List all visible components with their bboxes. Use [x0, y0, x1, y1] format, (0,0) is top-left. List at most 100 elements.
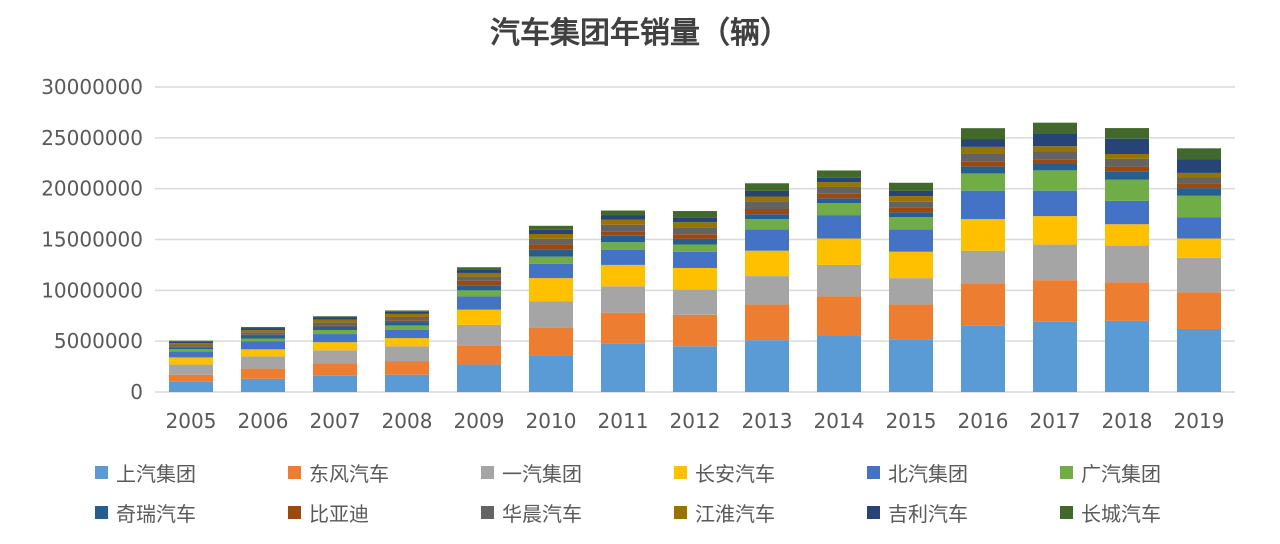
- bar-segment: [889, 339, 933, 392]
- bar-segment: [745, 304, 789, 341]
- bar-segment: [889, 212, 933, 218]
- bar-segment: [1177, 292, 1221, 329]
- bar-segment: [169, 349, 213, 352]
- bar-segment: [529, 229, 573, 235]
- bar-segment: [529, 256, 573, 264]
- bar-segment: [889, 196, 933, 202]
- bar-segment: [241, 335, 285, 339]
- bar-segment: [673, 267, 717, 290]
- bar-segment: [961, 283, 1005, 326]
- bar-segment: [745, 214, 789, 220]
- legend-label: 一汽集团: [502, 461, 582, 486]
- bar-segment: [601, 249, 645, 265]
- y-tick-label: 5000000: [54, 329, 143, 353]
- bar-segment: [961, 250, 1005, 284]
- bar-segment: [241, 356, 285, 369]
- legend-swatch: [867, 505, 880, 519]
- y-tick-label: 15000000: [41, 228, 143, 252]
- bar-segment: [1177, 172, 1221, 178]
- bar-segment: [529, 355, 573, 392]
- bar-segment: [745, 276, 789, 305]
- bar-segment: [169, 340, 213, 342]
- bar-segment: [1105, 282, 1149, 321]
- bar-segment: [457, 324, 501, 346]
- bar-segment: [889, 304, 933, 340]
- legend-swatch: [1060, 465, 1073, 479]
- legend-swatch: [481, 505, 494, 519]
- bar-segment: [313, 322, 357, 326]
- bar-segment: [1177, 257, 1221, 293]
- bar-segment: [673, 289, 717, 315]
- bar-segment: [385, 313, 429, 317]
- bar-segment: [673, 234, 717, 239]
- bar-segment: [1177, 159, 1221, 173]
- bar-segment: [457, 296, 501, 310]
- x-tick-label: 2015: [886, 409, 937, 433]
- bar-segment: [385, 325, 429, 330]
- bar-segment: [817, 170, 861, 178]
- bar-segment: [1105, 158, 1149, 167]
- bar-segment: [529, 249, 573, 257]
- bar-segment: [241, 338, 285, 342]
- legend-label: 比亚迪: [309, 501, 369, 526]
- x-tick-label: 2013: [742, 409, 793, 433]
- legend-label: 上汽集团: [116, 461, 196, 486]
- bar-segment: [745, 340, 789, 392]
- bar-segment: [1105, 320, 1149, 392]
- bar-segment: [745, 229, 789, 251]
- bar-segment: [745, 201, 789, 209]
- bar-segment: [1177, 148, 1221, 160]
- bar-segment: [457, 280, 501, 286]
- bar-segment: [385, 316, 429, 321]
- bar-segment: [241, 330, 285, 333]
- bar-segment: [529, 234, 573, 239]
- x-tick-label: 2007: [310, 409, 361, 433]
- bar-segment: [673, 251, 717, 268]
- bar-segment: [889, 229, 933, 252]
- bar-segment: [313, 342, 357, 351]
- bar-segment: [241, 349, 285, 357]
- bar-segment: [745, 209, 789, 215]
- bar-segment: [745, 196, 789, 202]
- bar-segment: [1177, 177, 1221, 184]
- bar-segment: [1033, 151, 1077, 160]
- bar-segment: [1105, 166, 1149, 172]
- bar-segment: [889, 217, 933, 230]
- bar-segment: [817, 264, 861, 297]
- bar-segment: [457, 269, 501, 273]
- bar-segment: [169, 341, 213, 344]
- legend-swatch: [95, 505, 108, 519]
- legend-item: 奇瑞汽车: [95, 500, 288, 526]
- bar-segment: [169, 374, 213, 382]
- bar-segment: [1033, 146, 1077, 152]
- bar-segment: [169, 364, 213, 375]
- bar-segment: [241, 327, 285, 329]
- bar-segment: [1105, 128, 1149, 139]
- bar-segment: [1033, 321, 1077, 392]
- legend-label: 奇瑞汽车: [116, 501, 196, 526]
- bar-segment: [1033, 133, 1077, 147]
- legend-item: 长安汽车: [674, 460, 867, 486]
- bar-segment: [673, 346, 717, 392]
- bar-segment: [313, 316, 357, 318]
- stacked-bar-chart: 0 5000000 10000000 15000000 20000000 25000000…: [41, 75, 1235, 433]
- bar-segment: [1105, 224, 1149, 246]
- bar-segment: [817, 215, 861, 239]
- bar-segment: [385, 374, 429, 392]
- x-tick-label: 2016: [958, 409, 1009, 433]
- bar-segment: [1177, 195, 1221, 218]
- bar-segment: [601, 312, 645, 344]
- bar-segment: [241, 368, 285, 379]
- legend: 上汽集团 东风汽车 一汽集团 长安汽车 北汽集团 广汽集团 奇瑞汽车 比亚迪 华晨汽车 江淮汽车 吉…: [95, 460, 1275, 526]
- bar-segment: [313, 334, 357, 343]
- bar-segment: [817, 193, 861, 199]
- bar-segment: [313, 319, 357, 323]
- bar-segment: [529, 301, 573, 328]
- bar-segment: [313, 329, 357, 335]
- bar-segment: [529, 238, 573, 245]
- bar-segment: [745, 190, 789, 197]
- bar-segment: [1033, 159, 1077, 164]
- bar-segment: [961, 219, 1005, 251]
- bar-segment: [889, 207, 933, 213]
- bar-segment: [889, 251, 933, 279]
